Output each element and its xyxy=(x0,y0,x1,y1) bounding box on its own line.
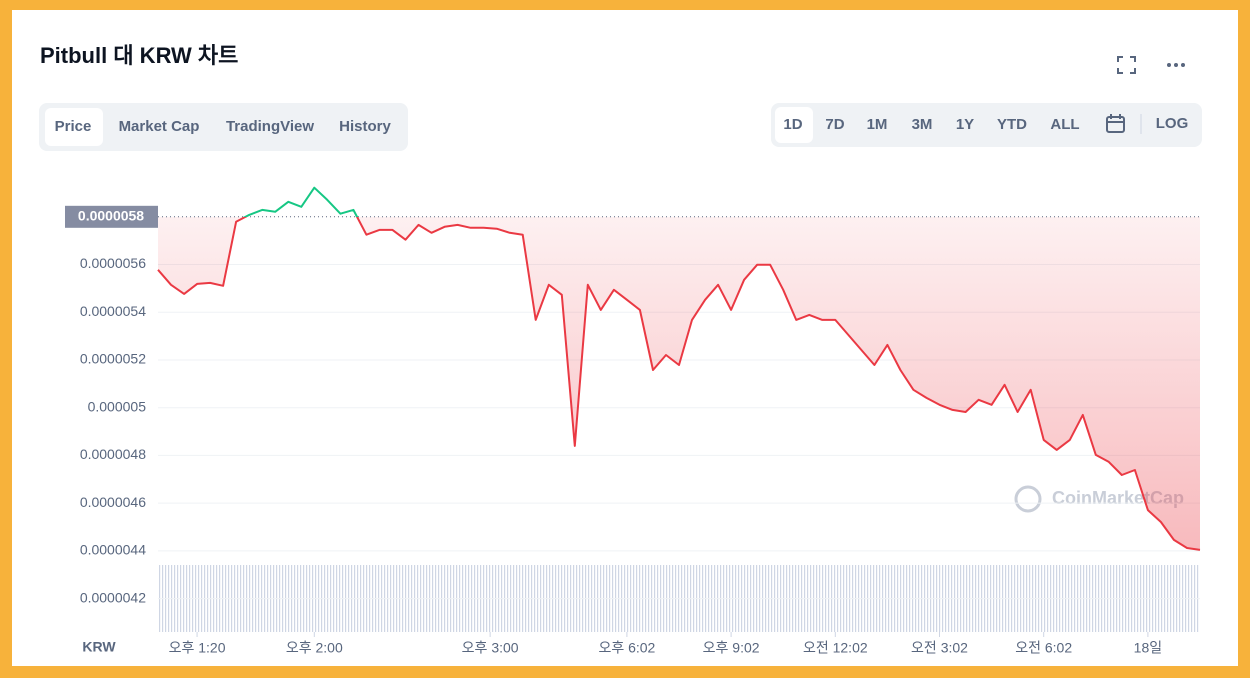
y-tick-label: 0.0000054 xyxy=(80,303,146,319)
title: Pitbull 대 KRW 차트 xyxy=(40,43,238,68)
active-tab xyxy=(45,108,103,146)
y-tick-label: 0.0000056 xyxy=(80,255,146,271)
y-tick-label: 0.0000044 xyxy=(80,542,146,558)
range-group xyxy=(771,103,1202,147)
x-tick-label: 오후 2:00 xyxy=(286,640,343,656)
range-button[interactable]: YTD xyxy=(997,116,1027,133)
x-tick-label: 오후 1:20 xyxy=(169,640,226,656)
x-tick-label: 18일 xyxy=(1134,640,1162,656)
y-tick-label: 0.0000046 xyxy=(80,494,146,510)
tab[interactable]: TradingView xyxy=(226,118,314,135)
price-line xyxy=(157,186,1201,551)
tab[interactable]: History xyxy=(339,118,391,135)
range-button[interactable]: 1Y xyxy=(956,116,974,133)
range-button[interactable]: 1M xyxy=(867,116,888,133)
range-button[interactable]: 3M xyxy=(912,116,933,133)
active-range xyxy=(775,107,813,143)
tab[interactable]: Price xyxy=(55,118,92,135)
more-icon[interactable] xyxy=(1167,63,1185,67)
x-tick-label: 오전 3:02 xyxy=(911,640,968,656)
calendar-icon[interactable] xyxy=(1106,114,1125,133)
area-fill xyxy=(158,216,1200,550)
y-tick-label: 0.0000042 xyxy=(80,589,146,605)
tab-group xyxy=(39,103,408,151)
x-tick-label: 오후 3:00 xyxy=(462,640,519,656)
watermark-logo xyxy=(1014,485,1042,513)
reference-label-bg xyxy=(65,205,158,228)
fullscreen-icon[interactable] xyxy=(1117,56,1136,74)
tab[interactable]: Market Cap xyxy=(119,118,200,135)
x-tick-label: 오후 6:02 xyxy=(598,640,655,656)
range-button[interactable]: ALL xyxy=(1050,116,1079,133)
range-button[interactable]: 7D xyxy=(825,116,844,133)
y-tick-label: 0.000005 xyxy=(88,398,147,414)
x-tick-label: 오전 6:02 xyxy=(1015,640,1072,656)
reference-label: 0.0000058 xyxy=(78,208,144,224)
currency-label: KRW xyxy=(82,639,116,655)
x-tick-label: 오전 12:02 xyxy=(803,640,868,656)
x-tick-label: 오후 9:02 xyxy=(703,640,760,656)
y-tick-label: 0.0000048 xyxy=(80,446,146,462)
y-tick-label: 0.0000052 xyxy=(80,351,146,367)
range-button[interactable]: 1D xyxy=(783,116,802,133)
log-button[interactable]: LOG xyxy=(1156,115,1189,132)
